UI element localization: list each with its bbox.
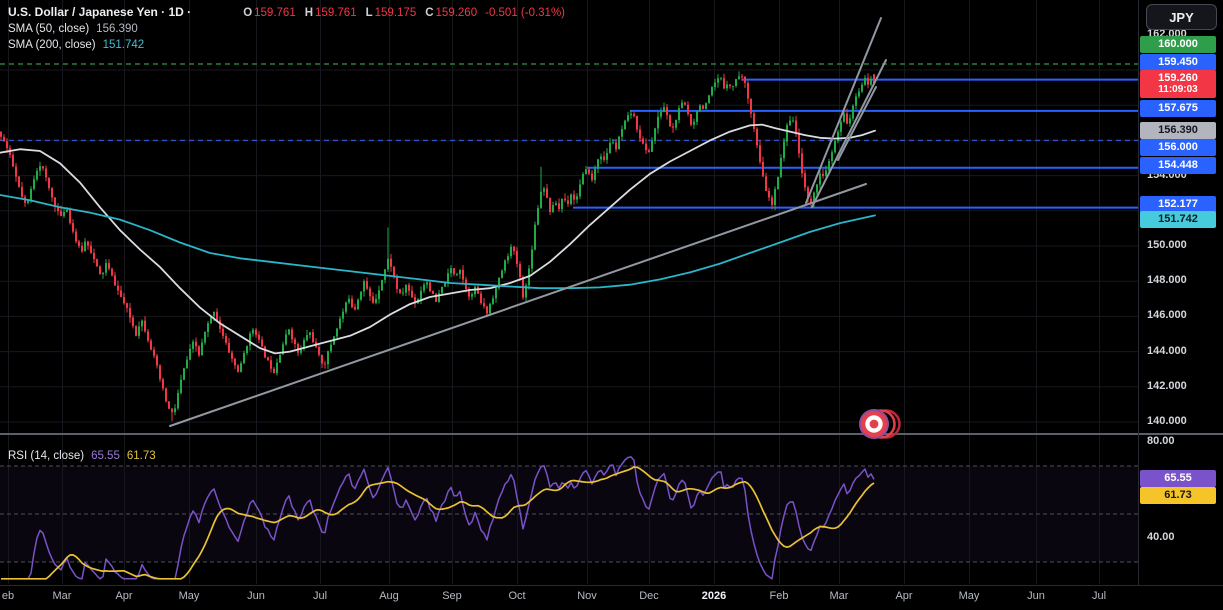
month-label: Feb <box>769 590 789 602</box>
month-label: Jun <box>247 590 265 602</box>
high-key: H <box>304 7 314 19</box>
rsi-tick: 80.00 <box>1147 435 1175 447</box>
sma200-label: SMA (200, close) <box>8 39 96 51</box>
rsi-label: RSI (14, close) <box>8 450 85 462</box>
rsi-value: 65.55 <box>91 450 120 462</box>
price-tick: 142.000 <box>1147 379 1187 392</box>
rsi-line <box>1 456 875 580</box>
price-tick: 140.000 <box>1147 415 1187 427</box>
chart-legend[interactable]: U.S. Dollar / Japanese Yen · 1D · O 159.76… <box>8 4 565 52</box>
currency-toggle-button[interactable]: JPY <box>1146 4 1217 30</box>
close-key: C <box>425 7 434 19</box>
rsi-ma-price-label: 61.73 <box>1140 486 1216 504</box>
month-label: Jul <box>1091 590 1107 602</box>
rsi-legend[interactable]: RSI (14, close) 65.55 61.73 <box>8 446 156 464</box>
rsi-tick: 40.00 <box>1147 531 1175 543</box>
trendline-drawing[interactable] <box>811 59 887 208</box>
current-price-label: 159.260 11:09:03 <box>1140 70 1216 98</box>
sma50-label: SMA (50, close) <box>8 23 90 35</box>
sma50-legend[interactable]: SMA (50, close) 156.390 <box>8 20 565 36</box>
rsi-ma-value: 61.73 <box>126 450 156 462</box>
grid <box>0 0 1138 584</box>
level-price-label[interactable]: 159.450 <box>1140 53 1216 71</box>
sma200-price-label: 151.742 <box>1140 210 1216 228</box>
trendline-drawing[interactable] <box>805 17 882 204</box>
sma200-value: 151.742 <box>102 39 145 51</box>
time-axis[interactable]: eb Mar Apr May Jun Jul Aug Sep Oct Nov Dec 2026 Feb M… <box>0 588 1138 610</box>
open-value: 159.761 <box>254 7 296 19</box>
low-key: L <box>365 7 373 19</box>
month-label: Jun <box>1027 590 1045 602</box>
month-label: Mar <box>829 590 849 602</box>
trendline-drawing[interactable] <box>169 183 867 427</box>
level-price-label[interactable]: 154.448 <box>1140 156 1216 174</box>
change-value: -0.501 (-0.31%) <box>485 7 566 19</box>
month-label: May <box>958 590 980 602</box>
rsi-price-label: 65.55 <box>1140 469 1216 487</box>
month-label: Aug <box>379 590 399 602</box>
month-label: Mar <box>52 590 72 602</box>
month-label: Sep <box>442 590 462 602</box>
month-label: Apr <box>895 590 913 602</box>
rsi-ma-line <box>1 466 875 580</box>
level-price-label[interactable]: 157.675 <box>1140 99 1216 117</box>
price-axis[interactable]: 162.000 154.000 150.000 148.000 146.000 144.0… <box>1139 0 1223 585</box>
sma200-line <box>0 194 876 290</box>
sma50-price-label: 156.390 <box>1140 121 1216 139</box>
candlestick-series <box>0 71 875 422</box>
bar-countdown: 11:09:03 <box>1158 84 1198 95</box>
level-price-label[interactable]: 152.177 <box>1140 195 1216 213</box>
current-price-value: 159.260 <box>1158 71 1198 84</box>
open-key: O <box>243 7 253 19</box>
target-logo-icon <box>859 409 901 439</box>
low-value: 159.175 <box>374 7 417 19</box>
price-tick: 150.000 <box>1147 239 1187 251</box>
sma200-legend[interactable]: SMA (200, close) 151.742 <box>8 36 565 52</box>
price-tick: 144.000 <box>1147 344 1187 357</box>
month-label: Apr <box>115 590 133 602</box>
month-label: 2026 <box>701 590 727 602</box>
price-tick: 148.000 <box>1147 274 1187 287</box>
ohlc-readout: O 159.761 H 159.761 L 159.175 C 159.260 -0.501 (… <box>243 7 565 19</box>
close-value: 159.260 <box>435 7 478 19</box>
month-label: Jul <box>312 590 328 602</box>
month-label: eb <box>1 590 15 602</box>
month-label: Nov <box>577 590 597 602</box>
level-price-label[interactable]: 160.000 <box>1140 35 1216 53</box>
level-price-label[interactable]: 156.000 <box>1140 138 1216 156</box>
sma50-value: 156.390 <box>96 23 138 35</box>
price-tick: 146.000 <box>1147 309 1187 322</box>
high-value: 159.761 <box>315 7 357 19</box>
month-label: Dec <box>639 590 659 602</box>
month-label: Oct <box>508 590 526 602</box>
sma50-line <box>0 123 876 355</box>
month-label: May <box>178 590 200 602</box>
symbol-title[interactable]: U.S. Dollar / Japanese Yen · 1D · <box>8 5 192 19</box>
trendline-drawing[interactable] <box>837 86 877 161</box>
